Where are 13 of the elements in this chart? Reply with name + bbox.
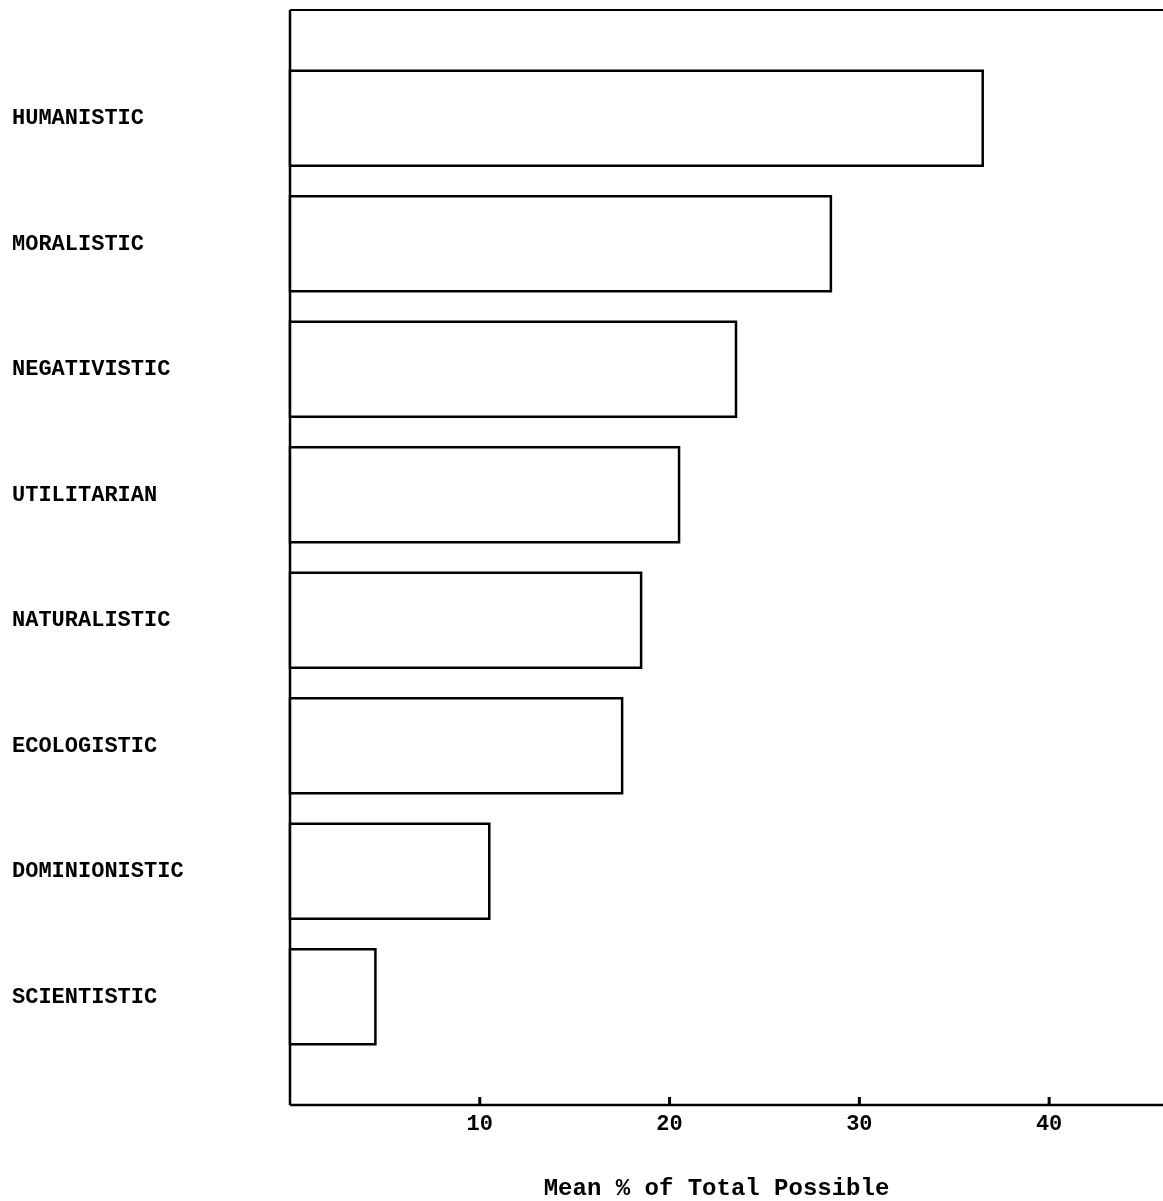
x-tick-label: 40 <box>1035 1112 1063 1137</box>
y-tick-label: MORALISTIC <box>12 231 145 257</box>
y-tick-label: ECOLOGISTIC <box>12 733 158 759</box>
x-axis-title: Mean % of Total Possible <box>543 1175 890 1201</box>
y-tick-label: HUMANISTIC <box>12 106 145 132</box>
y-tick-label: UTILITARIAN <box>12 482 158 508</box>
x-tick-label: 10 <box>466 1112 493 1137</box>
x-tick-label: 20 <box>656 1112 683 1137</box>
y-tick-label: NEGATIVISTIC <box>12 357 171 383</box>
y-tick-label: DOMINIONISTIC <box>12 859 184 885</box>
x-tick-label: 30 <box>846 1112 873 1137</box>
y-tick-label: SCIENTISTIC <box>12 984 158 1010</box>
y-tick-label: NATURALISTIC <box>12 608 171 634</box>
